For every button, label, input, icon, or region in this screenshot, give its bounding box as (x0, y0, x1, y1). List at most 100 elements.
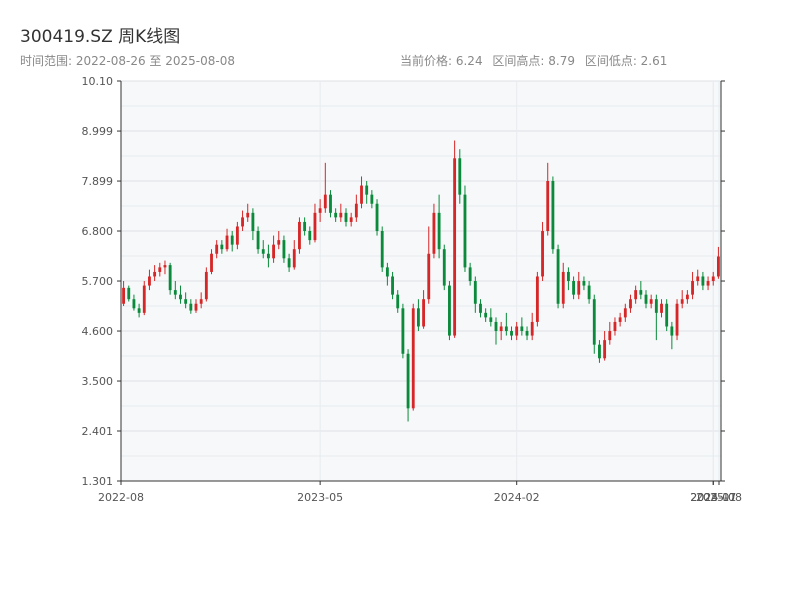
candle (494, 317, 498, 345)
candle (623, 303, 627, 322)
candle (365, 181, 369, 204)
candle (158, 262, 162, 277)
candle-body (199, 299, 203, 304)
candle-body (411, 308, 415, 409)
candle-body (618, 317, 622, 322)
candle-body (499, 326, 503, 332)
candle (137, 303, 141, 318)
candle-body (546, 181, 550, 232)
candle (479, 299, 482, 318)
candle-body (468, 267, 472, 282)
candle-body (654, 299, 658, 313)
x-ticks: 2022-08 2023-05 2024-02 2024-112025-072025-… (98, 481, 742, 504)
candle-body (163, 265, 167, 268)
candle (551, 176, 555, 254)
candle-body (603, 340, 607, 359)
date-range: 时间范围: 2022-08-26 至 2025-08-08 (20, 54, 235, 68)
candle-body (437, 212, 441, 250)
candle-body (385, 267, 389, 277)
candle-body (282, 240, 286, 259)
candle (380, 226, 384, 272)
candle-body (572, 281, 576, 295)
candle-body (318, 208, 322, 213)
candle (613, 317, 617, 336)
x-tick-label: 2025-07 (690, 491, 736, 504)
candle-body (473, 281, 477, 304)
candle (541, 221, 544, 282)
candle (437, 194, 441, 259)
candle-body (644, 294, 648, 304)
candle-body (685, 294, 689, 300)
candle-body (220, 244, 224, 250)
candle-body (716, 256, 720, 277)
candle-body (391, 276, 394, 295)
candle (644, 290, 648, 309)
candle (122, 281, 126, 307)
candle-body (639, 290, 643, 295)
candle (427, 226, 431, 304)
candle (556, 244, 560, 309)
candle-body (396, 294, 400, 309)
candle-body (598, 344, 601, 359)
candle-body (551, 181, 555, 250)
candle (468, 262, 472, 286)
candle-body (561, 271, 565, 304)
candle-body (380, 231, 384, 268)
candle-body (484, 312, 488, 318)
candle-body (432, 212, 436, 254)
candle-body (204, 271, 208, 300)
candle (515, 321, 519, 341)
candle (535, 271, 539, 327)
candle-body (680, 299, 684, 304)
candle-body (582, 281, 586, 286)
candle-body (416, 308, 420, 327)
candle (432, 203, 436, 259)
candle-body (623, 308, 627, 318)
candle-body (541, 231, 544, 277)
candle (473, 276, 477, 313)
candle-body (696, 276, 700, 282)
candle (272, 235, 276, 263)
candle-body (556, 249, 560, 304)
candle-body (148, 276, 151, 286)
candle (453, 140, 457, 338)
candle-body (691, 281, 694, 295)
candle-body (261, 249, 265, 254)
candle-body (329, 194, 332, 213)
candle-body (613, 321, 617, 332)
candle-body (634, 290, 638, 300)
candle-body (277, 240, 281, 245)
candle (153, 265, 157, 282)
candle (173, 281, 177, 300)
candle (246, 203, 250, 222)
candle-body (210, 253, 213, 272)
x-tick-label: 2023-05 (297, 491, 343, 504)
candle-body (592, 299, 596, 345)
candle (132, 294, 136, 311)
chart-title: 300419.SZ 周K线图 (20, 27, 181, 47)
candle (163, 260, 167, 275)
candle-body (292, 249, 296, 268)
candle (396, 290, 400, 313)
y-tick-label: 6.800 (82, 225, 114, 238)
candle-body (442, 249, 446, 286)
candle (706, 276, 710, 291)
candle (318, 199, 322, 222)
candle-body (629, 299, 632, 309)
candle (592, 294, 596, 354)
price-stats: 当前价格: 6.24 区间高点: 8.79 区间低点: 2.61 (400, 52, 667, 69)
candle-body (711, 276, 715, 282)
candle-body (375, 203, 379, 232)
candle-body (127, 287, 131, 300)
candle (256, 226, 260, 254)
candle-body (458, 158, 462, 195)
candle (448, 281, 451, 341)
candle-body (323, 194, 327, 209)
candle-body (504, 326, 508, 332)
candle (375, 199, 379, 236)
y-tick-label: 10.10 (82, 75, 114, 88)
candle-body (158, 267, 162, 272)
candle (463, 185, 467, 272)
candle (608, 321, 612, 345)
candle-body (479, 303, 482, 313)
